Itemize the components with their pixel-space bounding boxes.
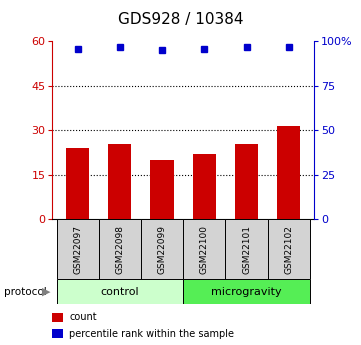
- Bar: [57, 279, 183, 304]
- Bar: [225, 219, 268, 279]
- Bar: [57, 219, 99, 279]
- Bar: [99, 219, 141, 279]
- Text: GSM22101: GSM22101: [242, 225, 251, 274]
- Bar: [52, 313, 63, 322]
- Text: ▶: ▶: [42, 287, 51, 297]
- Bar: [151, 160, 174, 219]
- Text: microgravity: microgravity: [211, 287, 282, 297]
- Text: GSM22099: GSM22099: [158, 225, 166, 274]
- Text: GSM22100: GSM22100: [200, 225, 209, 274]
- Bar: [52, 329, 63, 338]
- Text: control: control: [101, 287, 139, 297]
- Bar: [108, 144, 131, 219]
- Text: GSM22097: GSM22097: [73, 225, 82, 274]
- Bar: [183, 279, 310, 304]
- Bar: [141, 219, 183, 279]
- Bar: [193, 154, 216, 219]
- Bar: [277, 126, 300, 219]
- Text: percentile rank within the sample: percentile rank within the sample: [69, 328, 234, 338]
- Text: GDS928 / 10384: GDS928 / 10384: [118, 12, 243, 27]
- Text: GSM22098: GSM22098: [116, 225, 125, 274]
- Bar: [183, 219, 225, 279]
- Text: count: count: [69, 313, 97, 323]
- Text: protocol: protocol: [4, 287, 46, 297]
- Bar: [235, 144, 258, 219]
- Text: GSM22102: GSM22102: [284, 225, 293, 274]
- Bar: [66, 148, 89, 219]
- Bar: [268, 219, 310, 279]
